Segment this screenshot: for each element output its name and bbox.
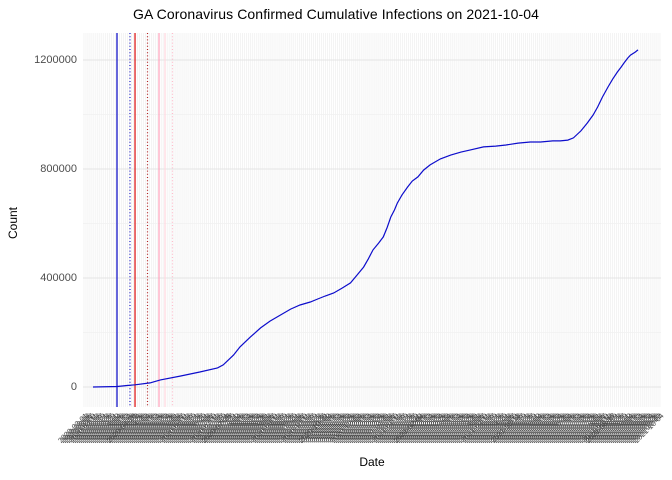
chart-title: GA Coronavirus Confirmed Cumulative Infe… [133, 6, 539, 22]
plot-panel [83, 33, 661, 407]
horizontal-gridlines [83, 59, 661, 388]
y-tick-label: 400000 [40, 272, 77, 284]
vertical-gridlines [83, 33, 661, 407]
y-tick-label: 800000 [40, 163, 77, 175]
y-axis-title: Count [6, 206, 20, 240]
cumulative-infections-line [92, 49, 639, 388]
y-tick-label: 0 [70, 381, 77, 393]
x-axis-title: Date [359, 455, 385, 469]
y-tick-label: 1200000 [34, 54, 77, 66]
event-vlines [116, 33, 174, 407]
